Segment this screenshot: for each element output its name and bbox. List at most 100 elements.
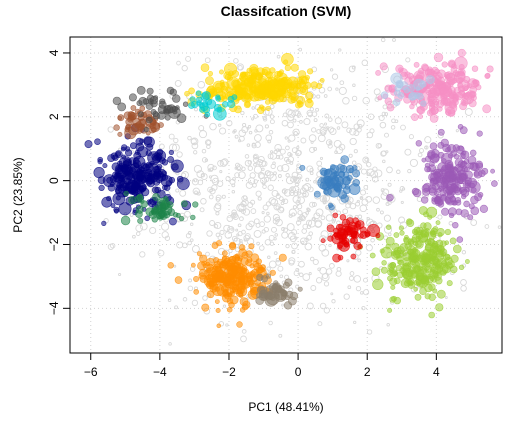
background-point (173, 137, 179, 144)
background-point (118, 272, 122, 277)
class-point-series (84, 48, 498, 329)
background-point (269, 114, 275, 119)
data-point (421, 196, 429, 204)
background-point (356, 119, 365, 128)
background-point (291, 147, 298, 153)
background-point (303, 118, 311, 126)
data-point (329, 164, 340, 174)
data-point (354, 220, 362, 228)
data-point (393, 232, 400, 238)
data-point (211, 242, 219, 249)
background-point (235, 228, 239, 232)
background-point (265, 134, 273, 142)
background-point (213, 204, 222, 212)
background-point (296, 191, 301, 196)
background-point (300, 137, 307, 144)
background-point (297, 210, 303, 216)
background-point (279, 206, 284, 212)
data-point (219, 69, 225, 75)
data-point (485, 72, 491, 79)
background-point (367, 113, 375, 120)
data-point (196, 251, 202, 257)
data-point (353, 241, 362, 250)
background-point (210, 174, 219, 183)
data-point (257, 106, 265, 115)
data-point (409, 103, 415, 110)
data-point (213, 257, 220, 264)
background-point (235, 164, 243, 172)
background-point (244, 159, 252, 167)
background-point (271, 226, 277, 233)
background-point (263, 226, 269, 233)
background-point (275, 194, 281, 200)
data-point (369, 252, 376, 259)
data-point (435, 220, 441, 226)
background-point (363, 289, 370, 296)
background-point (241, 229, 246, 235)
background-point (383, 214, 391, 222)
data-point (120, 215, 131, 226)
background-point (187, 231, 192, 235)
data-point (290, 80, 299, 89)
data-point (326, 224, 335, 233)
data-point (434, 168, 444, 178)
background-point (204, 57, 211, 64)
background-point (348, 65, 356, 73)
data-point (333, 185, 339, 191)
data-point (180, 200, 188, 208)
background-point (179, 189, 187, 197)
background-point (168, 342, 172, 346)
series-group (320, 212, 381, 263)
background-point (329, 263, 335, 269)
data-point (440, 240, 447, 247)
data-point (340, 155, 350, 164)
data-point (391, 295, 397, 302)
data-point (461, 93, 467, 98)
data-point (446, 280, 453, 287)
data-point (167, 262, 174, 269)
background-point (302, 190, 309, 198)
data-point (137, 111, 144, 118)
background-point (359, 195, 364, 200)
background-point (338, 48, 342, 52)
background-point (238, 238, 243, 243)
background-point (392, 37, 396, 42)
data-point (434, 68, 440, 75)
background-point (269, 119, 275, 125)
background-point (226, 120, 233, 127)
data-point (106, 195, 112, 202)
background-point (321, 248, 330, 257)
background-point (240, 335, 247, 343)
data-point (152, 110, 159, 117)
background-point (308, 272, 312, 276)
background-point (370, 237, 375, 243)
background-point (274, 233, 278, 237)
background-point (237, 65, 243, 71)
data-point (156, 197, 171, 211)
background-point (265, 170, 271, 177)
data-point (238, 263, 244, 269)
background-point (174, 79, 182, 87)
background-point (316, 160, 323, 167)
data-point (209, 281, 219, 291)
background-point (281, 231, 289, 239)
data-point (432, 271, 439, 278)
data-point (235, 87, 244, 96)
background-point (295, 284, 300, 289)
background-point (264, 124, 269, 129)
data-point (168, 217, 177, 226)
y-axis-label: PC2 (23.85%) (11, 157, 25, 232)
background-point (207, 186, 214, 193)
data-point (328, 204, 335, 211)
data-point (332, 212, 339, 219)
background-point (310, 140, 314, 144)
background-point (349, 271, 355, 276)
data-point (139, 138, 145, 144)
data-point (94, 138, 101, 145)
data-point (119, 164, 129, 173)
data-point (386, 224, 392, 230)
background-point (219, 127, 227, 135)
data-point (199, 106, 206, 113)
background-point (234, 134, 239, 139)
